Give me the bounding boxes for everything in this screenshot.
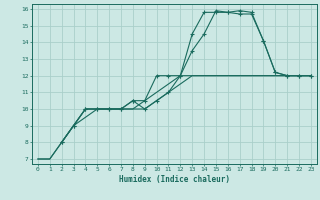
X-axis label: Humidex (Indice chaleur): Humidex (Indice chaleur) [119, 175, 230, 184]
